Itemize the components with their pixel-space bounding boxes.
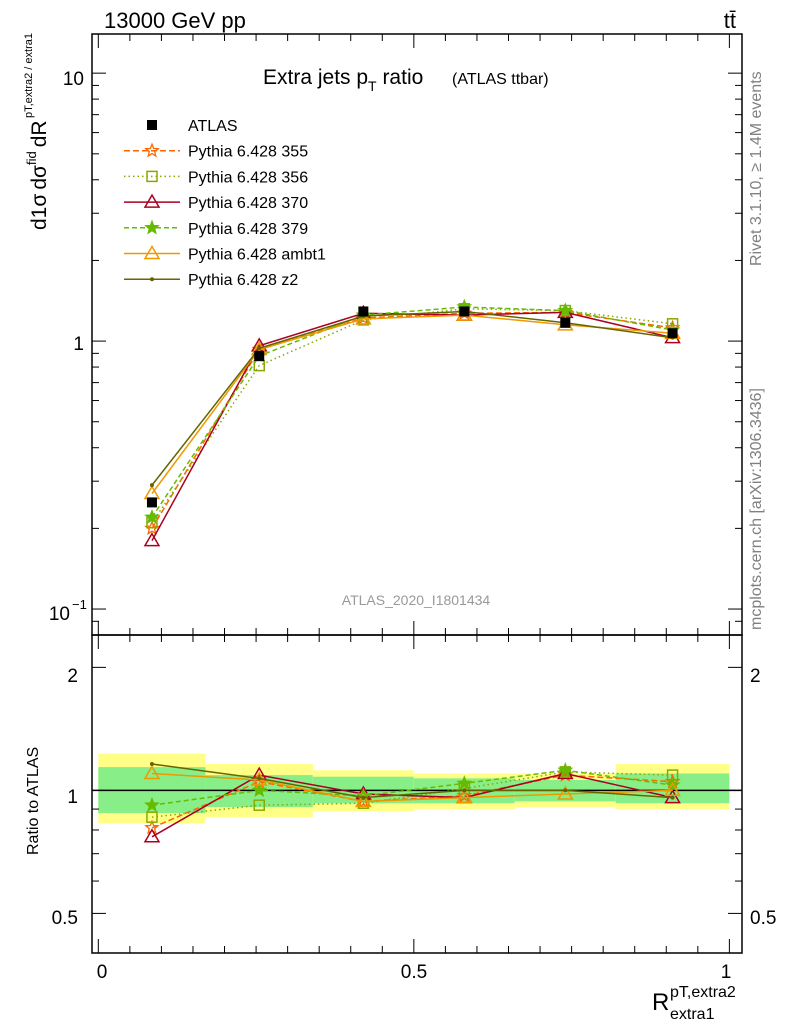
legend-label: Pythia 6.428 356 <box>188 169 308 186</box>
series-point-3 <box>557 302 574 318</box>
chart-title: Extra jets pT ratio (ATLAS ttbar) <box>263 66 549 94</box>
mcplots-label: mcplots.cern.ch [arXiv:1306.3436] <box>748 388 765 630</box>
main-y-tick-1: 1 <box>73 334 84 355</box>
x-tick-0p5: 0.5 <box>401 962 427 983</box>
ratio-point-5 <box>257 776 262 781</box>
main-y-tick-0p1: 10 <box>49 604 70 625</box>
ratio-point-3 <box>251 782 268 798</box>
rivet-label: Rivet 3.1.10, ≥ 1.4M events <box>748 71 765 266</box>
legend-label: Pythia 6.428 379 <box>188 221 308 238</box>
header-left: 13000 GeV pp <box>104 8 246 33</box>
legend-item: Pythia 6.428 356 <box>124 169 308 186</box>
ratio-point-5 <box>563 788 568 793</box>
series-line-4 <box>151 314 673 494</box>
svg-text:d1σdσfiddR: d1σdσfiddR <box>24 120 51 230</box>
ratio-point-3 <box>456 775 473 791</box>
atlas-point <box>146 497 157 508</box>
series-point-3 <box>144 509 160 524</box>
main-y-tick-0p1-exp: −1 <box>72 597 87 612</box>
legend-item: ATLAS <box>147 118 238 135</box>
ratio-line-2 <box>151 772 673 838</box>
title-tail: ratio <box>377 66 424 89</box>
main-axis-ticks <box>92 34 742 636</box>
atlas-point <box>459 306 470 317</box>
ratio-point-4 <box>664 781 681 797</box>
main-y-label: d1σdσfiddR pT,extra2 / extra1 <box>23 33 51 230</box>
ratio-line-3 <box>151 769 673 806</box>
legend-marker <box>146 170 158 183</box>
ratio-panel: 2 1 0.5 2 0.5 Ratio to ATLAS 0 0.5 1 R p… <box>25 634 776 1023</box>
legend-marker <box>143 193 161 208</box>
ratio-y-tick-0p5-right: 0.5 <box>750 908 776 929</box>
legend-marker <box>150 277 154 282</box>
main-y-tick-10: 10 <box>63 69 84 90</box>
ratio-point-5 <box>670 795 675 800</box>
legend: ATLAS Pythia 6.428 355 Pythia 6.428 356 Pyt… <box>124 118 326 289</box>
legend-label: Pythia 6.428 355 <box>188 144 308 161</box>
x-tick-0: 0 <box>97 962 108 983</box>
analysis-id: ATLAS_2020_I1801434 <box>342 592 491 608</box>
series-point-5 <box>257 346 262 351</box>
legend-item: Pythia 6.428 379 <box>124 219 308 238</box>
ratio-point-1 <box>146 811 158 823</box>
series-line-2 <box>151 311 673 541</box>
series-line-5 <box>151 310 673 486</box>
legend-item: Pythia 6.428 370 <box>124 193 308 212</box>
header-right: tt̄ <box>724 8 736 33</box>
title-note: (ATLAS ttbar) <box>452 71 549 88</box>
legend-item: Pythia 6.428 z2 <box>124 272 298 289</box>
ratio-point-2 <box>143 828 161 843</box>
x-label-main: R <box>652 989 669 1016</box>
atlas-point <box>667 328 678 339</box>
x-label-sup: pT,extra2 <box>670 984 736 1001</box>
series-point-2 <box>143 532 161 547</box>
legend-item: Pythia 6.428 ambt1 <box>124 245 326 264</box>
ratio-line-4 <box>151 772 673 803</box>
series-line-3 <box>151 306 673 518</box>
legend-label: Pythia 6.428 z2 <box>188 272 298 289</box>
ratio-point-5 <box>149 762 154 767</box>
title-sub: T <box>368 78 377 94</box>
x-label: R pT,extra2 extra1 <box>652 984 736 1023</box>
ratio-point-5 <box>361 795 366 800</box>
ratio-point-1 <box>253 799 265 811</box>
atlas-point <box>358 306 369 317</box>
ratio-point-4 <box>556 785 574 800</box>
legend-marker <box>147 120 157 130</box>
title-main: Extra jets p <box>263 66 368 89</box>
ratio-point-5 <box>462 788 467 793</box>
ratio-point-4 <box>143 764 161 780</box>
svg-text:Extra jets pT ratio: Extra jets pT ratio <box>263 66 423 94</box>
ratio-line-0 <box>151 774 673 829</box>
atlas-point <box>254 350 265 361</box>
ratio-y-tick-0p5: 0.5 <box>52 908 78 929</box>
legend-label: Pythia 6.428 370 <box>188 195 308 212</box>
ratio-point-3 <box>557 761 574 777</box>
ratio-y-tick-2: 2 <box>67 666 78 687</box>
ratio-y-label: Ratio to ATLAS <box>25 747 42 855</box>
ratio-point-4 <box>456 789 473 804</box>
ratio-point-4 <box>355 792 372 808</box>
legend-item: Pythia 6.428 355 <box>124 142 308 161</box>
legend-label: ATLAS <box>188 118 238 135</box>
legend-label: Pythia 6.428 ambt1 <box>188 247 326 264</box>
ratio-axis-ticks <box>92 635 742 953</box>
atlas-point <box>560 317 571 328</box>
x-label-sub: extra1 <box>670 1006 715 1023</box>
legend-marker <box>143 245 161 260</box>
series-line-1 <box>151 308 673 524</box>
main-panel: 10 1 10 −1 Extra jets pT ratio (ATLAS tt… <box>23 33 743 636</box>
ratio-point-3 <box>144 796 160 812</box>
legend-marker <box>144 142 160 158</box>
x-tick-1: 1 <box>721 962 732 983</box>
legend-marker <box>144 219 160 235</box>
ratio-y-tick-2-right: 2 <box>750 666 761 687</box>
series-line-0 <box>151 311 673 529</box>
ratio-line-5 <box>151 763 673 799</box>
series-point-5 <box>149 483 154 488</box>
ratio-frame <box>91 634 743 954</box>
ratio-y-tick-1: 1 <box>67 787 78 808</box>
main-y-label-sub: pT,extra2 / extra1 <box>23 33 35 118</box>
